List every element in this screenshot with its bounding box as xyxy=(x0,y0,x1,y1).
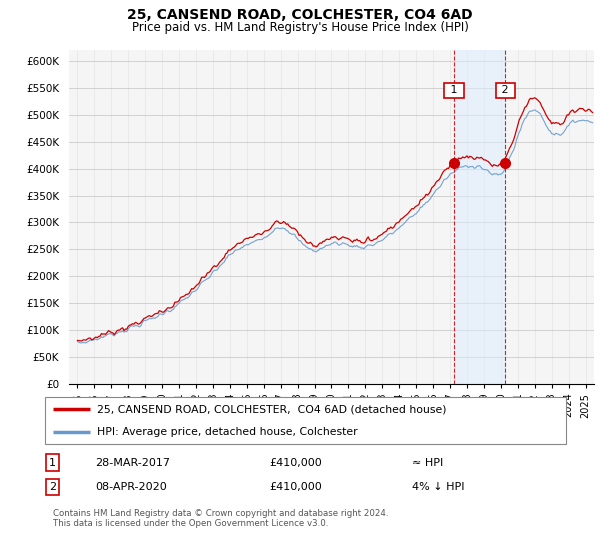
Text: Contains HM Land Registry data © Crown copyright and database right 2024.
This d: Contains HM Land Registry data © Crown c… xyxy=(53,509,388,528)
Text: Price paid vs. HM Land Registry's House Price Index (HPI): Price paid vs. HM Land Registry's House … xyxy=(131,21,469,34)
FancyBboxPatch shape xyxy=(44,397,566,444)
Text: £410,000: £410,000 xyxy=(269,482,322,492)
Text: 1: 1 xyxy=(447,85,461,95)
Text: 25, CANSEND ROAD, COLCHESTER, CO4 6AD: 25, CANSEND ROAD, COLCHESTER, CO4 6AD xyxy=(127,8,473,22)
Text: 1: 1 xyxy=(49,458,56,468)
Text: ≈ HPI: ≈ HPI xyxy=(412,458,443,468)
Text: 2: 2 xyxy=(49,482,56,492)
Text: 2: 2 xyxy=(499,85,512,95)
Text: 08-APR-2020: 08-APR-2020 xyxy=(95,482,167,492)
Text: 25, CANSEND ROAD, COLCHESTER,  CO4 6AD (detached house): 25, CANSEND ROAD, COLCHESTER, CO4 6AD (d… xyxy=(97,404,447,414)
Text: HPI: Average price, detached house, Colchester: HPI: Average price, detached house, Colc… xyxy=(97,427,358,437)
Text: 4% ↓ HPI: 4% ↓ HPI xyxy=(412,482,464,492)
Text: 28-MAR-2017: 28-MAR-2017 xyxy=(95,458,170,468)
Text: £410,000: £410,000 xyxy=(269,458,322,468)
